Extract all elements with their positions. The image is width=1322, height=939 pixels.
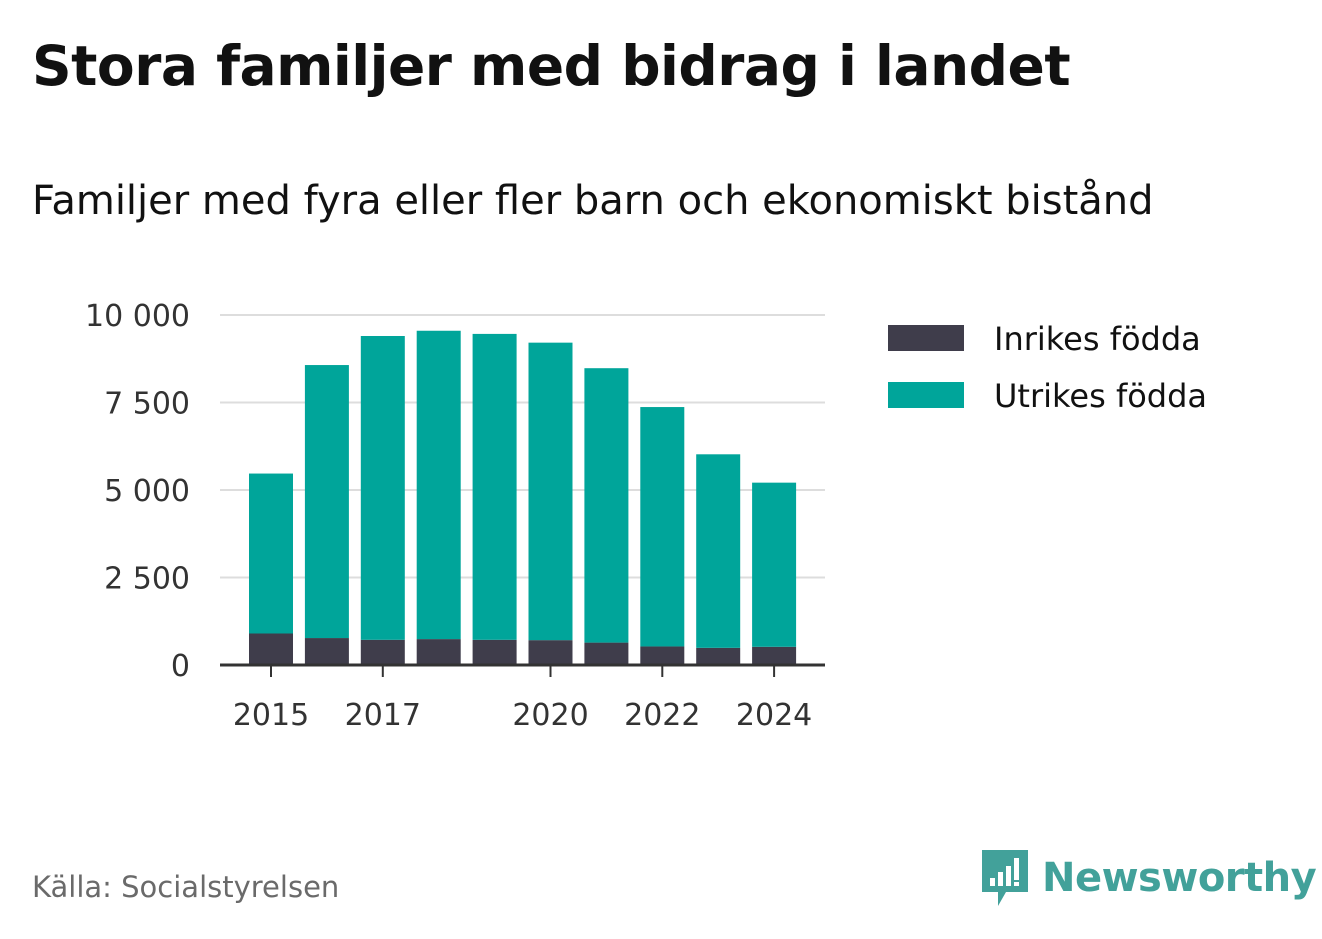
bar-utrikes-2016 xyxy=(304,365,349,639)
legend-label-utrikes: Utrikes födda xyxy=(994,377,1207,415)
x-tick-label: 2024 xyxy=(736,698,812,733)
bar-inrikes-2016 xyxy=(304,638,349,665)
y-tick-label: 10 000 xyxy=(85,299,190,334)
axes: 0 2 500 5 000 7 500 10 000 2015 2017 2020 2022 20… xyxy=(85,299,825,733)
bar-utrikes-2022 xyxy=(640,407,685,647)
stacked-bar-chart: 0 2 500 5 000 7 500 10 000 2015 2017 2020 2022 20… xyxy=(85,299,1207,733)
bar-inrikes-2018 xyxy=(416,639,461,665)
y-tick-label: 2 500 xyxy=(104,562,190,597)
legend: Inrikes födda Utrikes födda xyxy=(888,320,1207,415)
x-tick-label: 2017 xyxy=(345,698,421,733)
x-tick-label: 2015 xyxy=(233,698,309,733)
bar-inrikes-2017 xyxy=(360,639,405,665)
newsworthy-logo-icon xyxy=(982,850,1028,906)
legend-swatch-inrikes xyxy=(888,325,964,351)
bar-utrikes-2015 xyxy=(249,473,293,634)
y-tick-label: 0 xyxy=(171,649,190,684)
source-note: Källa: Socialstyrelsen xyxy=(32,870,340,904)
bar-inrikes-2019 xyxy=(472,639,517,665)
bar-utrikes-2018 xyxy=(416,330,461,640)
bars xyxy=(249,330,797,665)
bar-inrikes-2021 xyxy=(584,642,629,665)
bar-utrikes-2017 xyxy=(360,336,405,640)
bar-utrikes-2024 xyxy=(752,482,797,647)
chart-subtitle: Familjer med fyra eller fler barn och ek… xyxy=(32,178,1154,224)
bar-utrikes-2020 xyxy=(528,342,573,641)
y-tick-label: 5 000 xyxy=(104,474,190,509)
bar-utrikes-2023 xyxy=(696,454,741,648)
bar-inrikes-2015 xyxy=(249,633,293,665)
bar-inrikes-2022 xyxy=(640,646,685,665)
x-tick-label: 2020 xyxy=(512,698,588,733)
legend-label-inrikes: Inrikes födda xyxy=(994,320,1201,358)
chart-title: Stora familjer med bidrag i landet xyxy=(32,34,1071,98)
x-tick-label: 2022 xyxy=(624,698,700,733)
legend-swatch-utrikes xyxy=(888,382,964,408)
bar-utrikes-2021 xyxy=(584,368,629,643)
bar-inrikes-2024 xyxy=(752,646,797,665)
bar-inrikes-2023 xyxy=(696,647,741,665)
bar-utrikes-2019 xyxy=(472,333,517,640)
y-tick-label: 7 500 xyxy=(104,387,190,422)
bar-inrikes-2020 xyxy=(528,640,573,665)
brand-logo: Newsworthy xyxy=(980,848,1317,908)
brand-name: Newsworthy xyxy=(1042,855,1317,901)
